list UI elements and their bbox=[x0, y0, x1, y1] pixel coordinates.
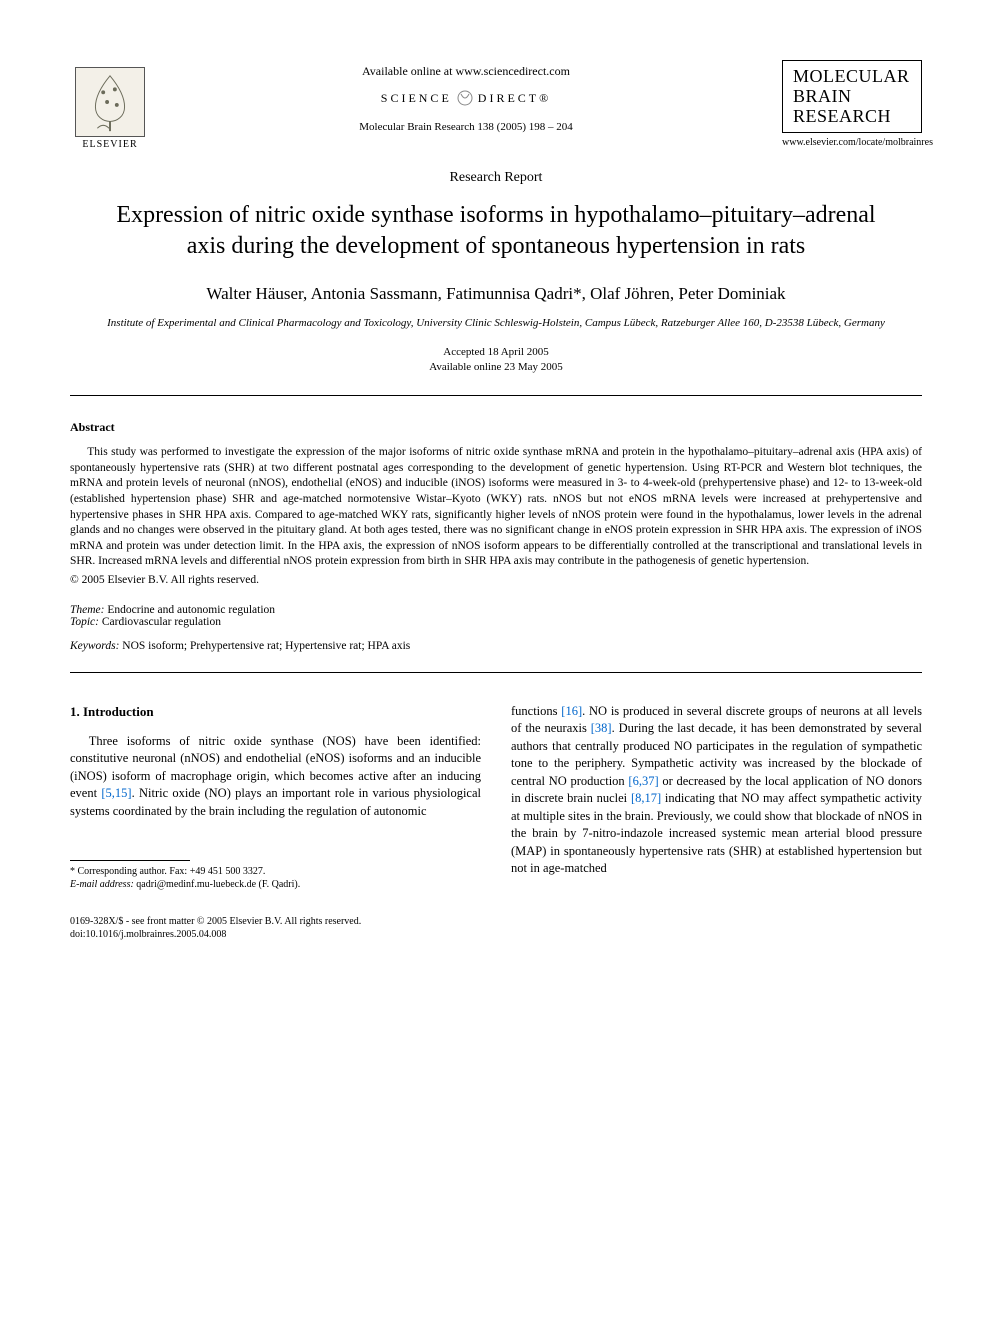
email-label: E-mail address: bbox=[70, 879, 134, 890]
header-row: ELSEVIER Available online at www.science… bbox=[70, 60, 922, 150]
ref-link-5[interactable]: [8,17] bbox=[631, 791, 661, 805]
topic-label: Topic: bbox=[70, 616, 99, 628]
keywords-label: Keywords: bbox=[70, 640, 119, 652]
online-date: Available online 23 May 2005 bbox=[70, 360, 922, 375]
elsevier-label: ELSEVIER bbox=[82, 139, 137, 150]
rule-bottom bbox=[70, 672, 922, 673]
theme-label: Theme: bbox=[70, 604, 105, 616]
abstract-heading: Abstract bbox=[70, 420, 922, 435]
affiliation: Institute of Experimental and Clinical P… bbox=[70, 316, 922, 330]
intro-col2-part1: functions bbox=[511, 704, 561, 718]
science-direct-logo: SCIENCE DIRECT® bbox=[150, 89, 782, 107]
abstract-text: This study was performed to investigate … bbox=[70, 445, 922, 569]
journal-logo: MOLECULAR BRAIN RESEARCH www.elsevier.co… bbox=[782, 60, 922, 148]
copyright: © 2005 Elsevier B.V. All rights reserved… bbox=[70, 574, 922, 586]
footer-line1: 0169-328X/$ - see front matter © 2005 El… bbox=[70, 915, 922, 928]
keywords-value: NOS isoform; Prehypertensive rat; Hypert… bbox=[122, 640, 410, 652]
intro-para-left: Three isoforms of nitric oxide synthase … bbox=[70, 733, 481, 821]
footnote-separator bbox=[70, 860, 190, 861]
dates: Accepted 18 April 2005 Available online … bbox=[70, 345, 922, 376]
article-type: Research Report bbox=[70, 170, 922, 186]
journal-title-box: MOLECULAR BRAIN RESEARCH bbox=[782, 60, 922, 133]
theme-value: Endocrine and autonomic regulation bbox=[107, 604, 275, 616]
theme-line: Theme: Endocrine and autonomic regulatio… bbox=[70, 604, 922, 616]
journal-title-line1: MOLECULAR bbox=[793, 67, 917, 87]
journal-title-line3: RESEARCH bbox=[793, 107, 917, 127]
footer-line2: doi:10.1016/j.molbrainres.2005.04.008 bbox=[70, 928, 922, 941]
science-direct-icon bbox=[456, 89, 474, 107]
body-columns: 1. Introduction Three isoforms of nitric… bbox=[70, 703, 922, 892]
keywords-line: Keywords: NOS isoform; Prehypertensive r… bbox=[70, 640, 922, 652]
ref-link-1[interactable]: [5,15] bbox=[101, 786, 131, 800]
intro-col1-part2: . Nitric oxide (NO) plays an important r… bbox=[70, 786, 481, 818]
journal-title-line2: BRAIN bbox=[793, 87, 917, 107]
citation-text: Molecular Brain Research 138 (2005) 198 … bbox=[150, 121, 782, 133]
science-direct-left: SCIENCE bbox=[381, 91, 452, 106]
abstract-section: Abstract This study was performed to inv… bbox=[70, 420, 922, 585]
elsevier-tree-icon bbox=[75, 67, 145, 137]
intro-para-right: functions [16]. NO is produced in severa… bbox=[511, 703, 922, 878]
ref-link-2[interactable]: [16] bbox=[561, 704, 582, 718]
email-value: qadri@medinf.mu-luebeck.de (F. Qadri). bbox=[136, 879, 300, 890]
intro-heading: 1. Introduction bbox=[70, 703, 481, 721]
article-title: Expression of nitric oxide synthase isof… bbox=[70, 200, 922, 262]
topic-line: Topic: Cardiovascular regulation bbox=[70, 616, 922, 628]
available-online-text: Available online at www.sciencedirect.co… bbox=[150, 64, 782, 79]
accepted-date: Accepted 18 April 2005 bbox=[70, 345, 922, 360]
header-center: Available online at www.sciencedirect.co… bbox=[150, 60, 782, 133]
topic-value: Cardiovascular regulation bbox=[102, 616, 221, 628]
ref-link-4[interactable]: [6,37] bbox=[628, 774, 658, 788]
ref-link-3[interactable]: [38] bbox=[591, 721, 612, 735]
journal-url: www.elsevier.com/locate/molbrainres bbox=[782, 137, 922, 148]
footer: 0169-328X/$ - see front matter © 2005 El… bbox=[70, 915, 922, 941]
footnote-corresponding: * Corresponding author. Fax: +49 451 500… bbox=[70, 865, 481, 878]
science-direct-right: DIRECT® bbox=[478, 91, 551, 106]
column-right: functions [16]. NO is produced in severa… bbox=[511, 703, 922, 892]
column-left: 1. Introduction Three isoforms of nitric… bbox=[70, 703, 481, 892]
rule-top bbox=[70, 395, 922, 396]
footnote-email: E-mail address: qadri@medinf.mu-luebeck.… bbox=[70, 878, 481, 891]
authors: Walter Häuser, Antonia Sassmann, Fatimun… bbox=[70, 284, 922, 304]
elsevier-logo: ELSEVIER bbox=[70, 60, 150, 150]
